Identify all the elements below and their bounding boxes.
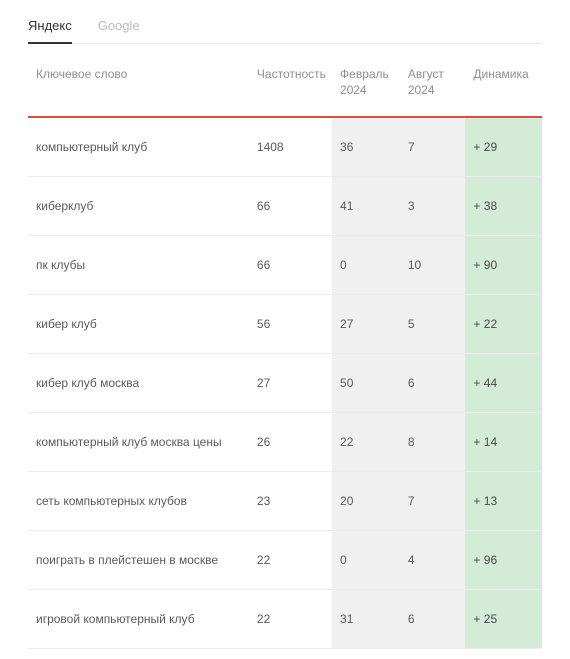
cell-month2: 3	[400, 177, 466, 236]
cell-month1: 36	[332, 117, 400, 177]
table-row: поиграть в плейстешен в москве2204+ 96	[28, 531, 542, 590]
cell-frequency: 22	[249, 531, 332, 590]
cell-month2: 8	[400, 413, 466, 472]
cell-frequency: 23	[249, 472, 332, 531]
cell-month2: 6	[400, 354, 466, 413]
cell-month2: 7	[400, 472, 466, 531]
cell-month2: 5	[400, 295, 466, 354]
cell-frequency: 27	[249, 354, 332, 413]
col-header-dynamics: Динамика	[465, 66, 542, 117]
cell-month1: 20	[332, 472, 400, 531]
col-header-keyword: Ключевое слово	[28, 66, 249, 117]
col-header-frequency: Частотность	[249, 66, 332, 117]
tab-yandex[interactable]: Яндекс	[28, 18, 72, 43]
cell-month2: 4	[400, 531, 466, 590]
cell-dynamics: + 25	[465, 590, 542, 649]
table-row: сеть компьютерных клубов23207+ 13	[28, 472, 542, 531]
table-row: кибер клуб56275+ 22	[28, 295, 542, 354]
cell-keyword: пк клубы	[28, 236, 249, 295]
cell-dynamics: + 38	[465, 177, 542, 236]
engine-tabs: Яндекс Google	[28, 18, 542, 44]
cell-keyword: кибер клуб москва	[28, 354, 249, 413]
table-body: компьютерный клуб1408367+ 29киберклуб664…	[28, 117, 542, 649]
cell-keyword: игровой компьютерный клуб	[28, 590, 249, 649]
table-row: киберклуб66413+ 38	[28, 177, 542, 236]
cell-keyword: кибер клуб	[28, 295, 249, 354]
cell-month1: 31	[332, 590, 400, 649]
cell-month1: 22	[332, 413, 400, 472]
tab-google[interactable]: Google	[98, 18, 140, 43]
cell-dynamics: + 22	[465, 295, 542, 354]
cell-frequency: 1408	[249, 117, 332, 177]
cell-month1: 41	[332, 177, 400, 236]
cell-month1: 0	[332, 236, 400, 295]
cell-keyword: киберклуб	[28, 177, 249, 236]
cell-month2: 10	[400, 236, 466, 295]
table-row: компьютерный клуб москва цены26228+ 14	[28, 413, 542, 472]
cell-frequency: 56	[249, 295, 332, 354]
cell-dynamics: + 44	[465, 354, 542, 413]
cell-keyword: компьютерный клуб	[28, 117, 249, 177]
cell-keyword: компьютерный клуб москва цены	[28, 413, 249, 472]
keywords-table: Ключевое слово Частотность Февраль 2024 …	[28, 66, 542, 649]
table-row: игровой компьютерный клуб22316+ 25	[28, 590, 542, 649]
col-header-month2: Август 2024	[400, 66, 466, 117]
cell-month2: 6	[400, 590, 466, 649]
cell-keyword: поиграть в плейстешен в москве	[28, 531, 249, 590]
cell-keyword: сеть компьютерных клубов	[28, 472, 249, 531]
cell-frequency: 66	[249, 236, 332, 295]
cell-dynamics: + 13	[465, 472, 542, 531]
table-row: компьютерный клуб1408367+ 29	[28, 117, 542, 177]
cell-dynamics: + 14	[465, 413, 542, 472]
cell-month1: 50	[332, 354, 400, 413]
cell-frequency: 66	[249, 177, 332, 236]
col-header-month1: Февраль 2024	[332, 66, 400, 117]
cell-frequency: 22	[249, 590, 332, 649]
cell-month2: 7	[400, 117, 466, 177]
cell-month1: 27	[332, 295, 400, 354]
table-header-row: Ключевое слово Частотность Февраль 2024 …	[28, 66, 542, 117]
cell-frequency: 26	[249, 413, 332, 472]
cell-dynamics: + 29	[465, 117, 542, 177]
cell-dynamics: + 90	[465, 236, 542, 295]
table-row: пк клубы66010+ 90	[28, 236, 542, 295]
cell-month1: 0	[332, 531, 400, 590]
table-row: кибер клуб москва27506+ 44	[28, 354, 542, 413]
cell-dynamics: + 96	[465, 531, 542, 590]
